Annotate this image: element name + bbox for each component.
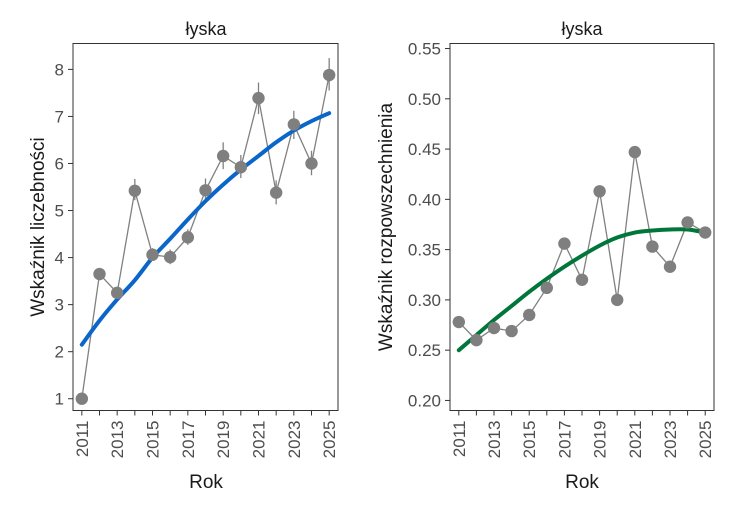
x-tick-label: 2015 [520, 421, 539, 459]
y-tick-label: 0.45 [408, 140, 441, 159]
data-point [699, 226, 712, 239]
data-point [523, 308, 536, 322]
y-tick-label: 4 [55, 249, 64, 268]
x-tick-label: 2019 [214, 421, 233, 459]
x-tick-label: 2013 [485, 421, 504, 459]
y-tick-label: 0.55 [408, 40, 441, 59]
x-tick-label: 2017 [555, 421, 574, 459]
data-point [558, 237, 571, 250]
y-tick-label: 3 [55, 296, 64, 315]
data-point [470, 333, 483, 347]
data-point [575, 273, 589, 286]
y-tick-label: 0.40 [408, 190, 441, 209]
x-tick-label: 2025 [320, 421, 339, 459]
x-tick-label: 2023 [285, 421, 304, 459]
y-tick-label: 0.50 [408, 90, 441, 109]
panel-title-abundance: łyska [185, 19, 227, 39]
y-axis-title-prevalence: Wskaźnik rozpowszechnienia [376, 102, 397, 351]
observed-points-prevalence [452, 145, 712, 347]
y-tick-label: 6 [55, 154, 64, 173]
y-tick-label: 0.25 [408, 341, 441, 360]
data-point [611, 293, 624, 307]
data-point [287, 118, 301, 131]
x-axis-prevalence: 2011 2013 2015 2017 2019 2021 2023 2025 [450, 410, 715, 459]
data-point [305, 157, 318, 170]
panel-title-prevalence: łyska [561, 19, 603, 39]
x-tick-label: 2021 [626, 421, 645, 459]
data-point [234, 161, 248, 174]
observed-points-abundance [75, 68, 336, 405]
data-point [93, 267, 106, 281]
data-point [110, 286, 124, 300]
x-tick-label: 2023 [661, 421, 680, 459]
data-point [75, 392, 89, 405]
x-tick-label: 2019 [591, 421, 610, 459]
x-axis-title-prevalence: Rok [565, 472, 599, 493]
data-point [269, 186, 283, 199]
data-point [663, 260, 677, 273]
data-point [646, 240, 659, 253]
data-point [540, 281, 553, 295]
x-axis-title-abundance: Rok [189, 472, 223, 493]
data-point [252, 91, 265, 105]
x-axis-abundance: 2011 2013 2015 2017 2019 2021 2023 2025 [73, 410, 339, 459]
y-tick-label: 8 [55, 60, 64, 79]
y-tick-label: 0.30 [408, 291, 441, 310]
data-point [163, 250, 177, 264]
data-point [216, 149, 230, 163]
x-tick-label: 2015 [144, 421, 163, 459]
data-point [681, 216, 694, 229]
y-axis-title-abundance: Wskaźnik liczebności [28, 137, 49, 317]
x-tick-label: 2011 [450, 421, 469, 458]
data-point [322, 68, 336, 82]
data-point [505, 324, 518, 338]
panel-prevalence: łyska 0.20 0.25 0.30 0.35 0.40 0.45 0.50 0.55 2… [376, 19, 715, 493]
x-tick-label: 2011 [73, 421, 92, 458]
x-tick-label: 2025 [696, 421, 715, 459]
data-point [199, 184, 212, 197]
y-tick-label: 1 [55, 390, 64, 409]
data-point [128, 184, 142, 197]
y-tick-label: 0.35 [408, 241, 441, 260]
y-tick-label: 5 [55, 202, 64, 221]
data-point [593, 185, 606, 198]
x-tick-label: 2017 [179, 421, 198, 459]
data-point [487, 321, 501, 335]
y-tick-label: 0.20 [408, 391, 441, 410]
data-point [452, 315, 465, 329]
x-tick-label: 2013 [108, 421, 127, 459]
y-axis-abundance: 1 2 3 4 5 6 7 8 [55, 60, 73, 409]
trend-curve-prevalence [456, 227, 708, 353]
data-point [181, 231, 195, 244]
data-point [146, 248, 159, 261]
y-axis-prevalence: 0.20 0.25 0.30 0.35 0.40 0.45 0.50 0.55 [408, 40, 450, 410]
data-point [628, 145, 641, 159]
y-tick-label: 2 [55, 343, 64, 362]
y-tick-label: 7 [55, 107, 64, 126]
x-tick-label: 2021 [250, 421, 269, 459]
